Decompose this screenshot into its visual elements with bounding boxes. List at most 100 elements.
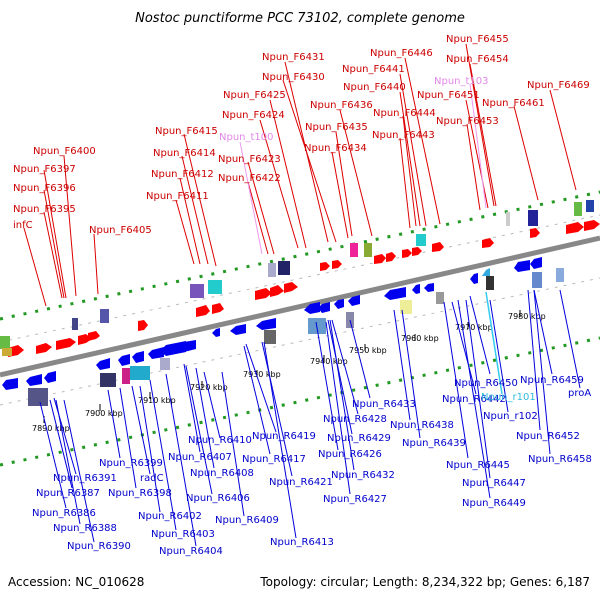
gene-label[interactable]: proA [568,388,591,399]
gene-label[interactable]: Npun_R6391 [53,473,117,484]
reverse-gene[interactable] [212,328,220,337]
forward-gene[interactable] [212,303,224,314]
reverse-gene[interactable] [514,260,530,272]
gene-label[interactable]: Npun_R6429 [327,433,391,444]
gene-label[interactable]: Npun_R6388 [53,523,117,534]
gene-label[interactable]: Npun_R6390 [67,541,131,552]
gene-label[interactable]: Npun_R6439 [402,438,466,449]
gene-label[interactable]: Npun_R6408 [190,468,254,479]
gene-label[interactable]: Npun_F6411 [146,191,209,202]
gene-label[interactable]: Npun_R6450 [454,378,518,389]
reverse-gene[interactable] [160,341,186,356]
gene-label[interactable]: Npun_R6406 [186,493,250,504]
gene-label[interactable]: Npun_F6453 [436,116,499,127]
gene-label[interactable]: Npun_F6415 [155,126,218,137]
gene-label[interactable]: Npun_R6426 [318,449,382,460]
forward-gene[interactable] [386,252,396,262]
gene-label[interactable]: radC [140,473,164,484]
gene-label[interactable]: Npun_R6438 [390,420,454,431]
forward-gene[interactable] [320,262,330,271]
gene-label[interactable]: Npun_R6432 [331,470,395,481]
gene-label[interactable]: Npun_F6423 [218,154,281,165]
forward-gene[interactable] [412,247,422,256]
reverse-gene[interactable] [256,318,276,330]
gene-label[interactable]: Npun_F6451 [417,90,480,101]
gene-label[interactable]: Npun_F6454 [446,54,509,65]
trna-label[interactable]: Npun_t103 [434,76,489,87]
gene-label[interactable]: Npun_R6404 [159,546,223,557]
gene-label[interactable]: Npun_R6387 [36,488,100,499]
gene-label[interactable]: Npun_F6435 [305,122,368,133]
forward-gene[interactable] [255,288,272,300]
gene-label[interactable]: Npun_R6419 [252,431,316,442]
gene-label[interactable]: infC [13,220,33,231]
gene-label[interactable]: Npun_R6427 [323,494,387,505]
gene-label[interactable]: Npun_F6425 [223,90,286,101]
gene-label[interactable]: Npun_F6469 [527,80,590,91]
gene-label[interactable]: Npun_R6421 [269,477,333,488]
gene-label[interactable]: Npun_F6395 [13,204,76,215]
gene-label[interactable]: Npun_F6396 [13,183,76,194]
gene-label[interactable]: Npun_F6440 [343,82,406,93]
gene-label[interactable]: Npun_R6442 [442,394,506,405]
gene-label[interactable]: Npun_F6400 [33,146,96,157]
gene-label[interactable]: Npun_R6458 [528,454,592,465]
trna-label[interactable]: Npun_t100 [219,132,274,143]
gene-label[interactable]: Npun_R6445 [446,460,510,471]
gene-label[interactable]: Npun_F6431 [262,52,325,63]
gene-label[interactable]: Npun_F6397 [13,164,76,175]
forward-gene[interactable] [332,260,342,269]
forward-gene[interactable] [482,238,494,248]
forward-gene[interactable] [138,320,148,331]
gene-label[interactable]: Npun_R6399 [99,458,163,469]
gene-label[interactable]: Npun_R6449 [462,498,526,509]
gene-label[interactable]: Npun_F6405 [89,225,152,236]
gene-label[interactable]: Npun_F6444 [373,108,436,119]
gene-label[interactable]: Npun_R6402 [138,511,202,522]
gene-label[interactable]: Npun_F6434 [304,143,367,154]
gene-label[interactable]: Npun_F6422 [218,173,281,184]
forward-gene[interactable] [56,338,76,350]
gene-label[interactable]: Npun_R6403 [151,529,215,540]
forward-gene[interactable] [284,282,298,293]
gene-label[interactable]: Npun_r102 [483,411,538,422]
reverse-gene[interactable] [384,287,406,300]
reverse-gene[interactable] [118,354,130,366]
gene-label[interactable]: Npun_R6386 [32,508,96,519]
gene-label[interactable]: Npun_F6412 [151,169,214,180]
forward-gene[interactable] [36,343,52,354]
gene-label[interactable]: Npun_R6447 [462,478,526,489]
rrna-label[interactable]: Npun_r101 [481,392,536,403]
gene-label[interactable]: Npun_F6461 [482,98,545,109]
gene-label[interactable]: Npun_F6446 [370,48,433,59]
gene-label[interactable]: Npun_F6424 [222,110,285,121]
gene-label[interactable]: Npun_F6414 [153,148,216,159]
forward-gene[interactable] [530,228,540,238]
reverse-gene[interactable] [178,340,196,352]
reverse-gene[interactable] [412,284,420,294]
reverse-gene[interactable] [530,257,542,269]
forward-gene[interactable] [88,331,100,341]
gene-label[interactable]: Npun_R6433 [352,399,416,410]
reverse-gene[interactable] [334,299,344,309]
forward-gene[interactable] [584,220,600,231]
reverse-gene[interactable] [96,358,110,370]
reverse-gene[interactable] [44,371,56,383]
gene-label[interactable]: Npun_R6428 [323,414,387,425]
reverse-gene[interactable] [424,283,434,292]
gene-label[interactable]: Npun_R6413 [270,537,334,548]
reverse-gene[interactable] [304,302,320,314]
forward-gene[interactable] [432,242,444,252]
rrna-gene[interactable] [482,268,490,276]
gene-label[interactable]: Npun_R6407 [168,452,232,463]
forward-gene[interactable] [402,249,412,258]
gene-label[interactable]: Npun_F6441 [342,64,405,75]
forward-gene[interactable] [566,222,584,234]
gene-label[interactable]: Npun_F6430 [262,72,325,83]
reverse-gene[interactable] [470,273,478,284]
forward-gene[interactable] [270,285,284,297]
gene-label[interactable]: Npun_R6398 [108,488,172,499]
gene-label[interactable]: Npun_R6417 [242,454,306,465]
gene-label[interactable]: Npun_F6436 [310,100,373,111]
reverse-gene[interactable] [26,374,42,386]
